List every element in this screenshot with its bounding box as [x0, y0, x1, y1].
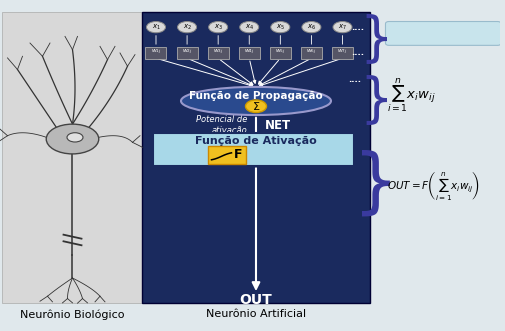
FancyBboxPatch shape — [239, 47, 260, 59]
Text: $\Sigma$: $\Sigma$ — [252, 100, 260, 112]
Ellipse shape — [302, 22, 321, 33]
Text: Entradas e Pesos: Entradas e Pesos — [399, 28, 488, 38]
Text: $x_2$: $x_2$ — [183, 23, 191, 32]
Ellipse shape — [181, 87, 331, 115]
Text: $w_{5j}$: $w_{5j}$ — [275, 48, 286, 57]
Text: $x_5$: $x_5$ — [276, 23, 285, 32]
FancyBboxPatch shape — [142, 12, 370, 303]
Ellipse shape — [271, 22, 290, 33]
Text: }: } — [359, 75, 393, 127]
Text: $w_{2j}$: $w_{2j}$ — [182, 48, 192, 57]
Ellipse shape — [240, 22, 259, 33]
Text: ....: .... — [351, 23, 364, 32]
Text: }: } — [353, 149, 399, 218]
Text: $OUT = F\left(\sum_{i=1}^{n} x_i w_{ij}\right)$: $OUT = F\left(\sum_{i=1}^{n} x_i w_{ij}\… — [387, 169, 481, 202]
Text: Função de Ativação: Função de Ativação — [195, 136, 317, 146]
FancyBboxPatch shape — [301, 47, 322, 59]
FancyBboxPatch shape — [3, 12, 145, 303]
Text: $\sum_{i=1}^{n} x_i w_{ij}$: $\sum_{i=1}^{n} x_i w_{ij}$ — [387, 77, 436, 115]
FancyBboxPatch shape — [208, 146, 246, 164]
Text: $w_{1j}$: $w_{1j}$ — [150, 48, 161, 57]
Text: Neurônio Biológico: Neurônio Biológico — [20, 309, 125, 320]
Text: $w_{3j}$: $w_{3j}$ — [213, 48, 223, 57]
FancyBboxPatch shape — [145, 47, 167, 59]
FancyBboxPatch shape — [154, 133, 354, 166]
Text: $w_{4j}$: $w_{4j}$ — [244, 48, 255, 57]
Text: $x_4$: $x_4$ — [244, 23, 254, 32]
Text: ....: .... — [348, 75, 362, 84]
Text: $x_6$: $x_6$ — [307, 23, 316, 32]
Ellipse shape — [209, 22, 228, 33]
Ellipse shape — [67, 133, 83, 142]
Text: $x_7$: $x_7$ — [338, 23, 347, 32]
Text: Potencial de
ativação: Potencial de ativação — [195, 115, 247, 135]
Text: $w_{6j}$: $w_{6j}$ — [306, 48, 317, 57]
Text: NET: NET — [265, 118, 291, 132]
Text: Função de Propagação: Função de Propagação — [189, 91, 323, 101]
Text: $w_{7j}$: $w_{7j}$ — [337, 48, 348, 57]
Text: $x_3$: $x_3$ — [214, 23, 223, 32]
Text: $x_1$: $x_1$ — [152, 23, 161, 32]
FancyBboxPatch shape — [385, 22, 501, 45]
Ellipse shape — [46, 124, 99, 154]
Text: Neurônio Artificial: Neurônio Artificial — [206, 309, 306, 319]
Ellipse shape — [333, 22, 352, 33]
FancyBboxPatch shape — [208, 47, 229, 59]
Ellipse shape — [146, 22, 166, 33]
Text: }: } — [359, 14, 393, 66]
Ellipse shape — [245, 100, 267, 113]
FancyBboxPatch shape — [177, 47, 197, 59]
FancyBboxPatch shape — [270, 47, 291, 59]
Text: F: F — [234, 148, 243, 161]
FancyBboxPatch shape — [332, 47, 353, 59]
Text: ....: .... — [351, 48, 364, 57]
Text: OUT: OUT — [239, 293, 272, 307]
Ellipse shape — [178, 22, 196, 33]
